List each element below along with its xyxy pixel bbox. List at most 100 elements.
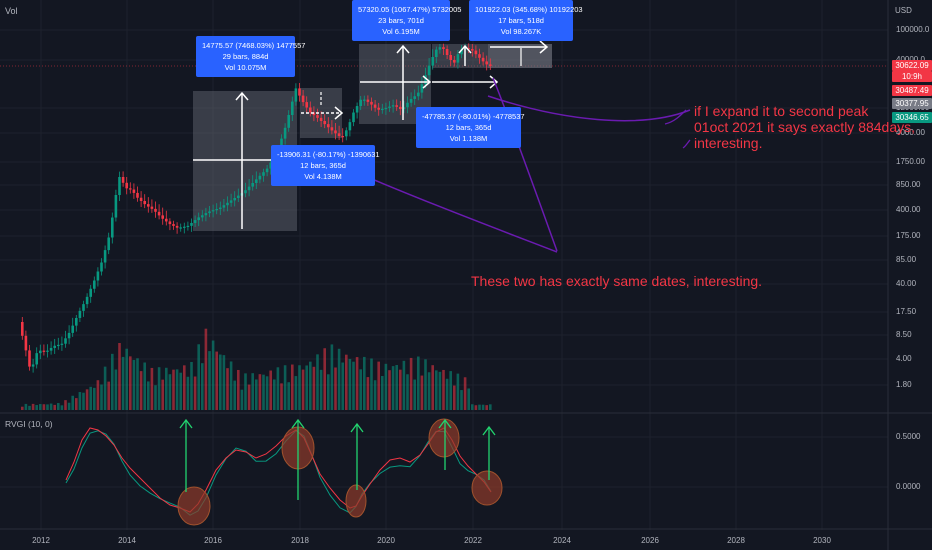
volume-bar (121, 356, 125, 410)
annotation-line (492, 77, 558, 252)
time-tick: 2014 (118, 536, 136, 545)
volume-bar (31, 403, 35, 410)
price-tick: 4000.00 (896, 128, 925, 137)
volume-bar (39, 404, 42, 410)
volume-bar (409, 357, 413, 410)
volume-bar (114, 369, 118, 410)
candle-body (319, 117, 323, 121)
candle-body (478, 54, 481, 58)
annotation-note-bottom[interactable]: These two has exactly same dates, intere… (471, 273, 763, 289)
annotation-line (487, 95, 691, 122)
green-arrows[interactable] (179, 418, 496, 500)
candle-body (154, 208, 157, 212)
candle-body (226, 202, 229, 206)
volume-bar (309, 361, 312, 410)
candle-body (251, 183, 254, 187)
candle-body (211, 210, 215, 212)
measure-change: 14775.57 (7468.03%) 1477557 (202, 41, 306, 50)
measure-bars: 17 bars, 518d (498, 16, 544, 25)
volume-bar (287, 382, 290, 410)
candle-body (49, 347, 53, 351)
measurement-label[interactable]: -13906.31 (-80.17%) -1390631 12 bars, 36… (271, 145, 380, 186)
candle-body (435, 49, 438, 57)
highlight-circle (471, 470, 503, 506)
volume-bar (352, 361, 355, 410)
time-tick: 2024 (553, 536, 571, 545)
volume-bar (327, 374, 330, 410)
measurement-area (488, 44, 552, 68)
volume-bar (305, 365, 308, 410)
volume-bar (316, 354, 319, 410)
candle-body (53, 345, 56, 348)
volume-bar (417, 356, 420, 410)
candle-body (283, 127, 287, 139)
volume-bar (265, 376, 269, 410)
candle-body (442, 47, 445, 49)
measurement-label[interactable]: -47785.37 (-80.01%) -4778537 12 bars, 36… (416, 107, 525, 148)
volume-bar (154, 385, 157, 410)
candle-body (366, 99, 370, 102)
price-candles[interactable] (21, 43, 492, 373)
price-tick: 4.00 (896, 354, 912, 363)
volume-bar (82, 392, 85, 410)
volume-bar (139, 371, 143, 410)
time-tick: 2020 (377, 536, 395, 545)
candle-body (456, 54, 460, 63)
candle-body (147, 204, 150, 207)
measurement-label[interactable]: 101922.03 (345.68%) 10192203 17 bars, 51… (469, 0, 583, 41)
candle-body (89, 288, 92, 297)
candle-body (395, 105, 398, 107)
candle-body (420, 84, 424, 93)
volume-bar (269, 370, 272, 410)
volume-bar (262, 374, 265, 410)
price-tick: 175.00 (896, 231, 921, 240)
volume-bar (474, 405, 478, 410)
measurement-label[interactable]: 57320.05 (1067.47%) 5732005 23 bars, 701… (352, 0, 461, 41)
measure-arrow-head (489, 75, 499, 89)
candle-body (125, 182, 128, 189)
measure-change: -47785.37 (-80.01%) -4778537 (422, 112, 525, 121)
candle-body (136, 192, 139, 198)
measurement-label[interactable]: 14775.57 (7468.03%) 1477557 29 bars, 884… (196, 36, 306, 77)
note-line: interesting. (694, 135, 763, 151)
volume-bar (111, 353, 114, 410)
volume-bar (413, 379, 416, 410)
volume-bar (165, 367, 168, 410)
volume-bar (280, 383, 283, 410)
candle-body (391, 105, 395, 107)
candle-body (208, 211, 211, 214)
candle-body (370, 101, 373, 105)
volume-bar (183, 365, 186, 410)
candle-body (348, 122, 352, 131)
candle-body (114, 195, 118, 218)
candle-body (280, 138, 283, 150)
volume-bar (67, 402, 71, 410)
volume-bar (190, 362, 193, 410)
candle-body (71, 325, 74, 333)
arrow-head (291, 418, 305, 429)
indicator-title[interactable]: RVGI (10, 0) (5, 419, 53, 429)
volume-bar (193, 376, 197, 410)
candle-body (327, 124, 330, 128)
volume-bar (222, 355, 226, 410)
candle-body (28, 350, 31, 367)
volume-bar (273, 379, 276, 410)
rvgi-line (65, 427, 492, 513)
candle-body (57, 344, 60, 347)
time-tick: 2016 (204, 536, 222, 545)
volume-bar (431, 365, 434, 410)
candle-body (265, 168, 269, 173)
candle-body (150, 206, 154, 209)
annotation-note-top[interactable]: if I expand it to second peak 01oct 2021… (694, 103, 915, 151)
candle-body (406, 102, 409, 108)
volume-bar (345, 354, 348, 410)
volume-bar (161, 379, 164, 410)
volume-bar (402, 360, 406, 410)
highlight-circles[interactable] (177, 418, 503, 526)
candle-body (445, 49, 449, 55)
volume-bar (229, 361, 233, 410)
volume-bar (136, 358, 139, 410)
candle-body (427, 65, 431, 76)
